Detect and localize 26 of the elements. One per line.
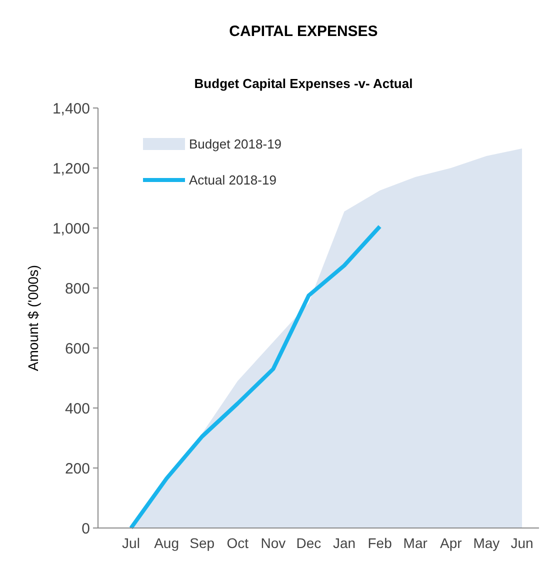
legend-label: Budget 2018-19 [189, 136, 282, 152]
x-tick-label: Oct [226, 535, 249, 551]
x-tick-label: Feb [368, 535, 392, 551]
legend-label: Actual 2018-19 [189, 172, 276, 188]
y-tick-label: 200 [64, 460, 90, 478]
x-tick-label: Nov [260, 535, 286, 551]
x-tick-label: Jul [122, 535, 140, 551]
chart-title: CAPITAL EXPENSES [229, 23, 378, 40]
x-tick-label: May [473, 535, 500, 551]
x-tick-label: Mar [403, 535, 428, 551]
x-tick-label: Apr [440, 535, 462, 551]
x-tick-label: Jan [332, 535, 356, 551]
line-series [129, 224, 382, 530]
x-tick-label: Jun [510, 535, 534, 551]
x-tick-label: Sep [190, 535, 215, 551]
y-tick-label: 1,000 [52, 220, 90, 238]
x-tick-label: Dec [296, 535, 322, 551]
y-tick-label: 400 [64, 400, 90, 418]
y-tick-label: 600 [64, 340, 90, 358]
chart-subtitle: Budget Capital Expenses -v- Actual [194, 76, 413, 91]
x-tick-label: Aug [154, 535, 180, 551]
y-tick-label: 1,200 [52, 160, 90, 178]
y-tick-label: 800 [64, 280, 90, 298]
y-tick-label: 1,400 [52, 100, 90, 118]
y-axis-title: Amount $ ('000s) [25, 264, 41, 372]
y-tick-label: 0 [82, 520, 90, 538]
